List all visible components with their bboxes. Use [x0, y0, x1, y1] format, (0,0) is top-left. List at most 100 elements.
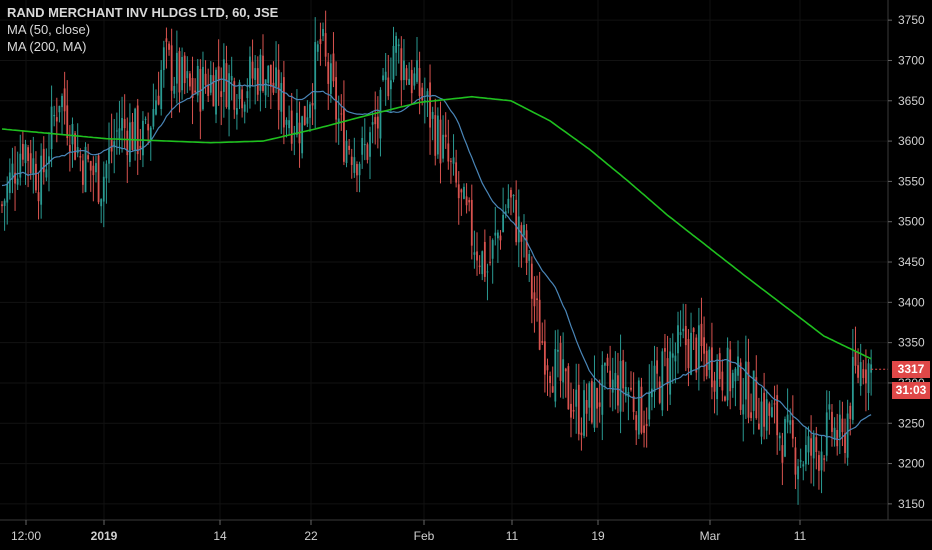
candle	[387, 54, 390, 100]
candle	[656, 346, 659, 389]
candle-body	[567, 366, 570, 410]
candle-body	[596, 387, 598, 409]
candle	[650, 360, 653, 411]
candle-body	[862, 369, 865, 378]
candle-body	[76, 147, 79, 154]
legend: RAND MERCHANT INV HLDGS LTD, 60, JSE MA …	[7, 4, 278, 55]
candle-body	[729, 349, 732, 392]
candle-body	[27, 147, 29, 161]
candle-body	[222, 59, 225, 92]
candle-body	[799, 460, 802, 462]
candle-body	[499, 235, 502, 241]
candle-body	[35, 163, 37, 191]
candle-body	[277, 69, 280, 110]
candle-body	[374, 117, 377, 125]
candle-body	[175, 52, 178, 84]
candle	[63, 71, 66, 125]
ma-200-line	[1, 95, 872, 360]
candle-body	[142, 120, 144, 156]
candle-body	[191, 77, 194, 98]
candle	[726, 337, 729, 407]
candle	[92, 156, 95, 202]
candle-body	[40, 155, 43, 205]
candle	[504, 204, 507, 219]
candle-body	[327, 61, 330, 84]
candle	[181, 47, 183, 100]
candle	[259, 49, 262, 112]
candle-body	[358, 163, 361, 176]
candle	[664, 333, 666, 367]
candle-body	[543, 341, 546, 375]
candle	[499, 230, 502, 250]
candle	[773, 385, 776, 424]
ma-200-label: MA (200, MA)	[7, 39, 87, 54]
candle	[867, 359, 870, 411]
candle-body	[789, 420, 792, 425]
candle	[797, 458, 799, 505]
candle	[690, 312, 692, 376]
candle-body	[155, 100, 157, 115]
candle	[528, 250, 531, 283]
candle-body	[755, 377, 758, 419]
candle	[630, 371, 632, 392]
candle	[343, 80, 345, 166]
candle-body	[196, 65, 199, 96]
x-tick-label: 19	[591, 529, 605, 543]
candle	[778, 432, 781, 451]
candle-body	[849, 405, 852, 419]
candle-body	[118, 128, 121, 140]
candle-body	[609, 370, 612, 388]
candle	[285, 117, 288, 138]
candle-body	[502, 214, 505, 233]
candle	[523, 214, 525, 258]
candle	[744, 335, 747, 420]
candle-body	[429, 82, 431, 128]
y-tick-label: 3350	[898, 336, 925, 350]
candle-body	[392, 45, 395, 80]
candle-body	[241, 89, 244, 109]
candle-body	[413, 73, 416, 86]
candle	[718, 347, 721, 387]
candle-body	[786, 414, 789, 423]
candle	[58, 105, 61, 123]
candle	[162, 40, 165, 88]
candle	[332, 32, 335, 88]
candle	[637, 377, 640, 439]
candle-body	[604, 362, 606, 366]
candle	[450, 157, 452, 184]
candle-body	[507, 198, 510, 209]
candle-body	[236, 108, 238, 115]
candle	[309, 101, 311, 132]
candle-body	[389, 80, 392, 90]
candle-body	[207, 84, 210, 96]
candle-body	[684, 325, 687, 346]
x-tick-label: 2019	[91, 529, 118, 543]
time-axis[interactable]: 12:00 2019 14 22 Feb 11 19 Mar 11	[11, 520, 807, 543]
candle	[340, 94, 343, 131]
candle	[50, 85, 53, 168]
candle-body	[275, 67, 277, 87]
candle	[844, 418, 846, 464]
price-axis[interactable]: 3150320032503300335034003450350035503600…	[888, 13, 925, 511]
candle	[128, 103, 131, 167]
candle-body	[515, 199, 518, 243]
ma-50-line	[1, 78, 872, 441]
candle-body	[387, 77, 390, 97]
candle-body	[533, 292, 536, 307]
candle-body	[82, 160, 84, 185]
candle	[246, 78, 249, 113]
candle-body	[551, 386, 554, 393]
candle-body	[256, 68, 259, 95]
candle	[559, 335, 562, 398]
candle	[194, 78, 197, 95]
candle-body	[343, 108, 345, 162]
candle	[585, 383, 588, 437]
candle-body	[251, 61, 254, 79]
candle-body	[329, 63, 332, 94]
candle	[771, 399, 773, 418]
candle	[19, 134, 22, 186]
candle-body	[262, 55, 264, 91]
candle-body	[820, 451, 823, 471]
candle-body	[825, 412, 828, 456]
